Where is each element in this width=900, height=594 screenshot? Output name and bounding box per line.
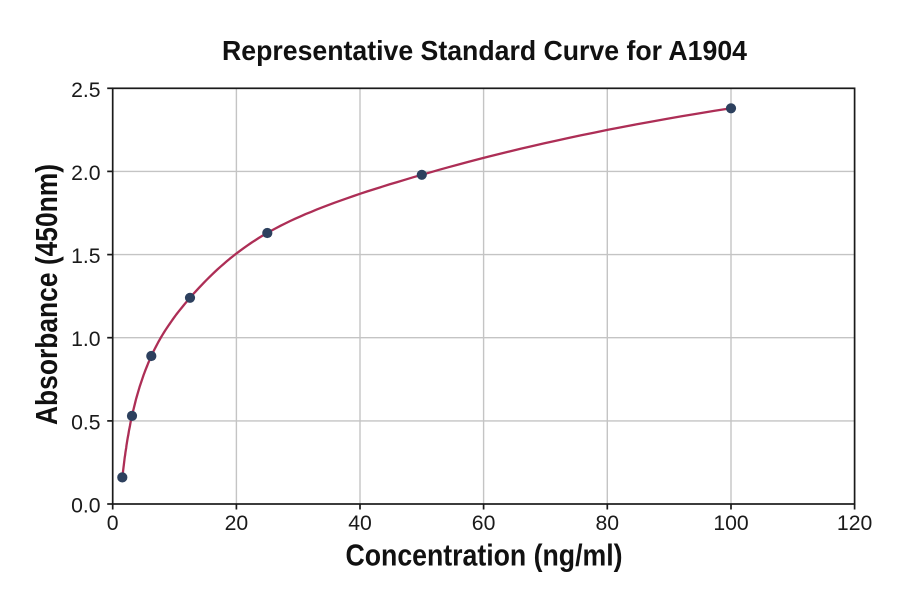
svg-text:0.5: 0.5 <box>71 411 100 434</box>
svg-text:2.0: 2.0 <box>71 162 100 185</box>
svg-text:0: 0 <box>107 512 119 535</box>
svg-text:20: 20 <box>225 512 249 535</box>
svg-text:Representative Standard Curve: Representative Standard Curve for A1904 <box>222 35 748 66</box>
svg-text:Absorbance (450nm): Absorbance (450nm) <box>29 164 64 425</box>
svg-text:1.5: 1.5 <box>71 245 100 268</box>
svg-text:2.5: 2.5 <box>71 79 100 102</box>
svg-text:120: 120 <box>837 512 872 535</box>
svg-text:0.0: 0.0 <box>71 495 100 518</box>
svg-text:60: 60 <box>472 512 496 535</box>
svg-text:80: 80 <box>596 512 620 535</box>
svg-text:1.0: 1.0 <box>71 328 100 351</box>
svg-text:100: 100 <box>713 512 748 535</box>
svg-text:40: 40 <box>348 512 372 535</box>
svg-text:Concentration (ng/ml): Concentration (ng/ml) <box>346 537 623 572</box>
